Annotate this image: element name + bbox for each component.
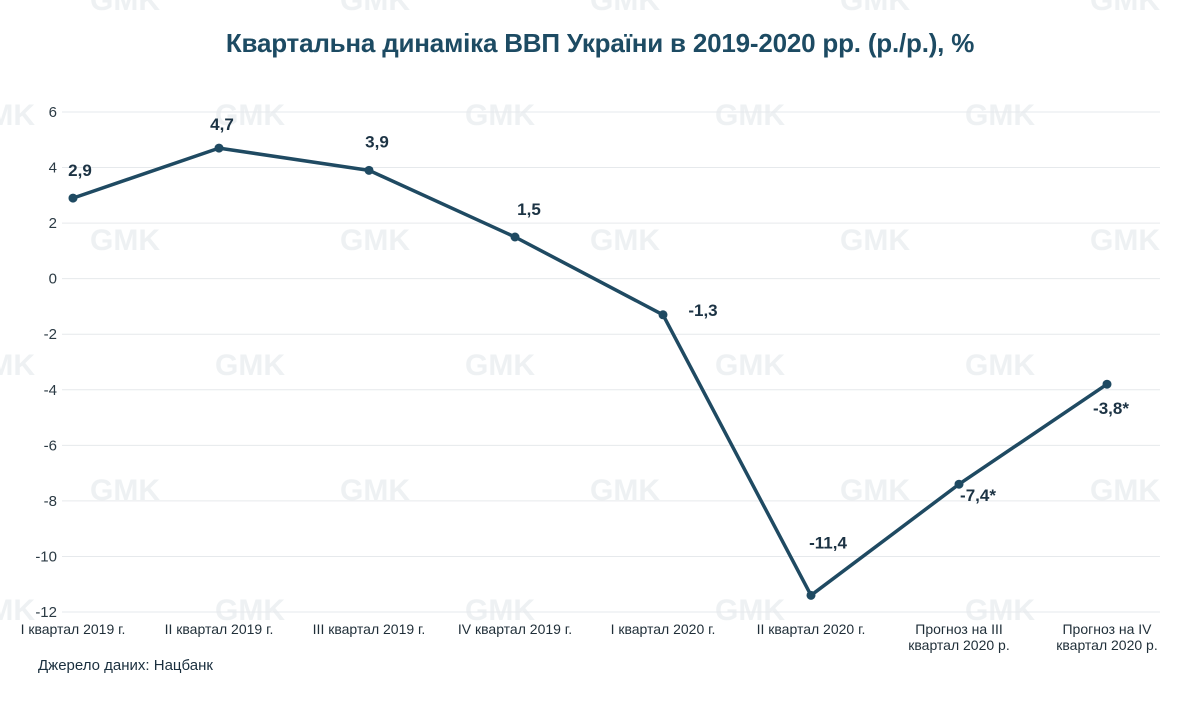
data-point (364, 165, 374, 175)
y-tick-label: -6 (44, 437, 57, 454)
watermark-text: GMK (0, 99, 35, 132)
data-label: -7,4* (960, 486, 996, 505)
watermark-text: GMK (465, 349, 535, 382)
y-tick-label: 2 (49, 215, 57, 232)
y-tick-label: 6 (49, 104, 57, 121)
data-label: 3,9 (365, 132, 389, 151)
watermark-text: GMK (840, 224, 910, 257)
data-point (658, 310, 668, 320)
watermark-text: GMK (215, 594, 285, 627)
data-point (806, 590, 816, 600)
watermark-text: GMK (590, 0, 660, 17)
data-label: -1,3 (688, 301, 717, 320)
x-tick-label: IV квартал 2019 г. (458, 621, 572, 637)
y-tick-label: -4 (44, 382, 57, 399)
watermark-text: GMK (965, 99, 1035, 132)
chart-title: Квартальна динаміка ВВП України в 2019-2… (225, 28, 975, 58)
watermark-text: GMK (840, 0, 910, 17)
watermark-text: GMK (715, 99, 785, 132)
watermark-text: GMK (1090, 0, 1160, 17)
y-tick-label: -8 (44, 493, 57, 510)
x-tick-label: II квартал 2019 г. (165, 621, 274, 637)
watermark-text: GMK (715, 349, 785, 382)
watermark-text: GMK (215, 99, 285, 132)
data-point (954, 479, 964, 489)
data-point (214, 143, 224, 153)
watermark-text: GMK (465, 594, 535, 627)
x-tick-label: I квартал 2020 г. (611, 621, 716, 637)
y-axis-ticks: 6 4 2 0 -2 -4 -6 -8 -10 -12 (35, 104, 57, 621)
watermark-text: GMK (0, 594, 35, 627)
watermark-text: GMK (340, 474, 410, 507)
data-point (68, 193, 78, 203)
watermark-text: GMK (215, 349, 285, 382)
data-point (510, 232, 520, 242)
watermark-text: GMK (340, 0, 410, 17)
watermark-text: GMK (1090, 474, 1160, 507)
y-tick-label: -10 (35, 548, 57, 565)
y-tick-label: 0 (49, 271, 57, 288)
data-label: -3,8* (1093, 399, 1129, 418)
x-tick-label: Прогноз на III квартал 2020 р. (908, 621, 1009, 653)
watermark-text: GMK (465, 99, 535, 132)
watermark-text: GMK (590, 224, 660, 257)
data-point (1102, 379, 1112, 389)
watermark-text: GMK (90, 0, 160, 17)
series-line (72, 146, 1108, 598)
watermark-text: GMK (90, 224, 160, 257)
watermark-text: GMK (340, 224, 410, 257)
watermark-text: GMK (715, 594, 785, 627)
x-tick-label: III квартал 2019 г. (313, 621, 426, 637)
source-note: Джерело даних: Нацбанк (38, 657, 213, 674)
data-label: 1,5 (517, 200, 541, 219)
watermark-text: GMK (840, 474, 910, 507)
data-label-layer: 2,9 4,7 3,9 1,5 -1,3 -11,4 -7,4* -3,8* (68, 115, 1129, 552)
x-axis-ticks: I квартал 2019 г. II квартал 2019 г. III к… (21, 621, 1158, 653)
x-tick-label: II квартал 2020 г. (757, 621, 866, 637)
watermark-text: GMK (590, 474, 660, 507)
watermark-text: GMK (90, 474, 160, 507)
x-tick-label: I квартал 2019 г. (21, 621, 126, 637)
x-tick-label: Прогноз на IV квартал 2020 р. (1056, 621, 1157, 653)
y-tick-label: -2 (44, 326, 57, 343)
data-label: -11,4 (809, 533, 847, 552)
y-tick-label: 4 (49, 160, 57, 177)
data-label: 2,9 (68, 161, 92, 180)
watermark-layer: GMK GMK GMK GMK GMK GMK GMK GMK GMK GMK GMK GMK GMK G… (0, 0, 1160, 627)
series-layer (68, 143, 1112, 600)
watermark-text: GMK (1090, 224, 1160, 257)
watermark-text: GMK (965, 349, 1035, 382)
y-tick-label: -12 (35, 604, 57, 621)
grid-lines (62, 111, 1160, 613)
data-label: 4,7 (210, 115, 234, 134)
watermark-text: GMK (965, 594, 1035, 627)
watermark-text: GMK (0, 349, 35, 382)
